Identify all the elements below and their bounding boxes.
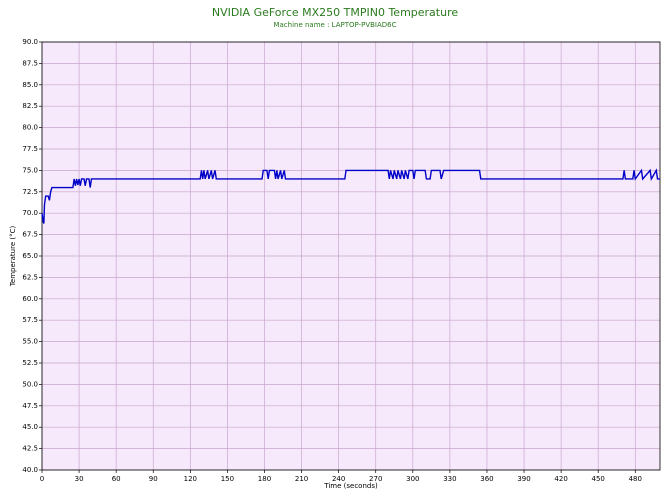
y-tick-label: 75.0 xyxy=(22,166,38,174)
plot-border xyxy=(41,41,661,471)
y-axis-label: Temperature (°C) xyxy=(9,226,17,288)
x-tick-label: 390 xyxy=(517,475,530,483)
x-tick-label: 60 xyxy=(112,475,121,483)
chart-title: NVIDIA GeForce MX250 TMPIN0 Temperature xyxy=(212,6,459,19)
y-tick-label: 42.5 xyxy=(22,445,38,453)
x-axis-label: Time (seconds) xyxy=(323,482,378,490)
y-tick-label: 82.5 xyxy=(22,102,38,110)
x-tick-label: 420 xyxy=(554,475,567,483)
y-tick-label: 70.0 xyxy=(22,209,38,217)
y-tick-label: 65.0 xyxy=(22,252,38,260)
x-tick-label: 270 xyxy=(369,475,382,483)
x-tick-label: 480 xyxy=(629,475,642,483)
y-tick-label: 45.0 xyxy=(22,423,38,431)
y-tick-label: 50.0 xyxy=(22,380,38,388)
x-tick-label: 210 xyxy=(295,475,308,483)
y-tick-label: 90.0 xyxy=(22,38,38,46)
y-tick-label: 57.5 xyxy=(22,316,38,324)
x-tick-label: 360 xyxy=(480,475,493,483)
y-tick-label: 67.5 xyxy=(22,231,38,239)
x-tick-label: 180 xyxy=(258,475,271,483)
y-tick-label: 62.5 xyxy=(22,273,38,281)
y-tick-label: 77.5 xyxy=(22,145,38,153)
y-tick-label: 52.5 xyxy=(22,359,38,367)
x-tick-label: 450 xyxy=(592,475,605,483)
y-tick-label: 72.5 xyxy=(22,188,38,196)
x-tick-label: 150 xyxy=(221,475,234,483)
y-tick-label: 55.0 xyxy=(22,338,38,346)
x-tick-label: 30 xyxy=(75,475,84,483)
x-tick-label: 300 xyxy=(406,475,419,483)
x-tick-label: 120 xyxy=(184,475,197,483)
y-tick-label: 40.0 xyxy=(22,466,38,474)
y-tick-label: 85.0 xyxy=(22,81,38,89)
y-tick-label: 60.0 xyxy=(22,295,38,303)
y-tick-label: 87.5 xyxy=(22,59,38,67)
y-tick-label: 47.5 xyxy=(22,402,38,410)
x-tick-label: 330 xyxy=(443,475,456,483)
x-tick-label: 90 xyxy=(149,475,158,483)
x-tick-label: 240 xyxy=(332,475,345,483)
y-tick-label: 80.0 xyxy=(22,124,38,132)
data-line xyxy=(41,168,660,224)
x-tick-label: 0 xyxy=(40,475,44,483)
chart-subtitle: Machine name : LAPTOP-PVBIAD6C xyxy=(273,21,396,29)
